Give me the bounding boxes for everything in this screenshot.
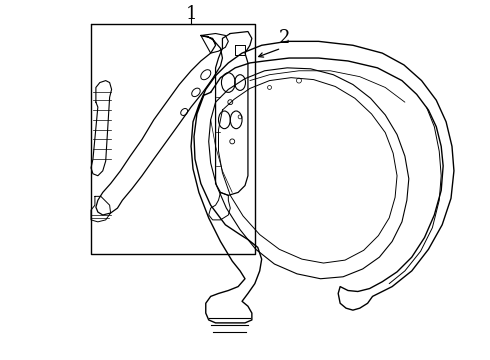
- Text: 2: 2: [278, 30, 290, 48]
- Text: 1: 1: [185, 5, 197, 23]
